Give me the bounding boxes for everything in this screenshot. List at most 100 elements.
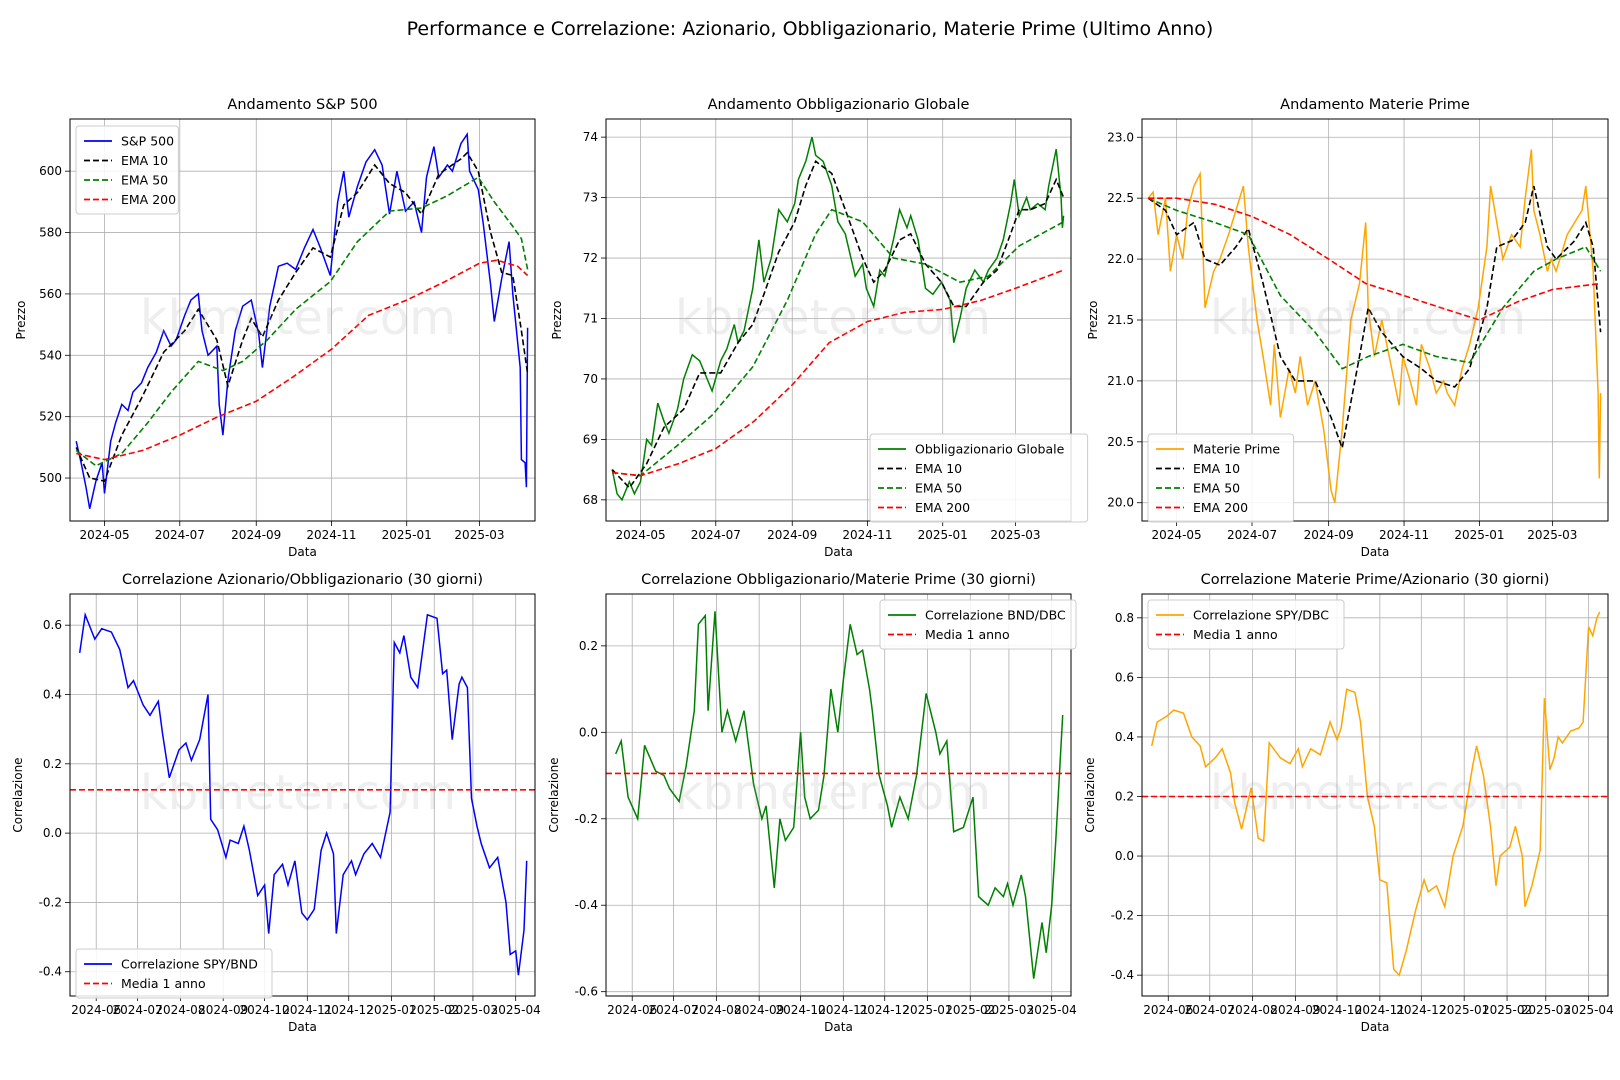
y-tick-label: 540	[39, 348, 62, 362]
y-tick-label: 70	[583, 372, 598, 386]
x-tick-label: 2024-08	[155, 1003, 205, 1017]
legend-label: EMA 10	[915, 461, 962, 476]
legend-label: EMA 200	[121, 192, 176, 207]
y-tick-label: 22.0	[1107, 252, 1134, 266]
legend-box	[879, 599, 1077, 650]
x-tick-label: 2025-04	[1027, 1003, 1077, 1017]
x-tick-label: 2024-11	[1355, 1003, 1405, 1017]
y-tick-label: 21.5	[1107, 313, 1134, 327]
y-tick-label: 20.5	[1107, 435, 1134, 449]
series-line	[1147, 185, 1602, 451]
y-tick-label: 22.5	[1107, 191, 1134, 205]
legend-label: EMA 50	[1193, 481, 1240, 496]
x-tick-label: 2025-04	[491, 1003, 541, 1017]
x-axis-label: Data	[824, 1020, 853, 1034]
y-tick-label: 0.6	[43, 618, 62, 632]
y-tick-label: 580	[39, 226, 62, 240]
legend-label: EMA 50	[121, 173, 168, 188]
legend-label: EMA 200	[1193, 500, 1248, 515]
y-tick-label: 520	[39, 410, 62, 424]
x-tick-label: 2025-02	[945, 1003, 995, 1017]
x-axis-label: Data	[824, 545, 853, 559]
axes-frame	[1141, 593, 1609, 997]
figure-title: Performance e Correlazione: Azionario, O…	[406, 18, 1214, 40]
chart-panel-1: 2024-05 2024-07 2024-09 2024-11 2025-01 2025-…	[14, 97, 536, 559]
y-axis-label: Correlazione	[547, 757, 561, 832]
chart-title: Andamento Materie Prime	[1280, 97, 1470, 113]
y-axis-label: Prezzo	[550, 300, 564, 339]
chart-title: Correlazione Azionario/Obbligazionario (…	[122, 572, 483, 588]
y-tick-label: 0.6	[1115, 670, 1134, 684]
series-line	[611, 160, 1065, 490]
chart-panel-5: 2024-062024-072024-082024-092024-102024-…	[547, 572, 1077, 1034]
x-tick-label: 2024-11	[842, 528, 892, 542]
x-tick-label: 2024-11	[818, 1003, 868, 1017]
y-tick-label: 21.0	[1107, 374, 1134, 388]
y-tick-label: -0.2	[39, 895, 62, 909]
series-line	[615, 611, 1064, 979]
x-tick-label: 2025-03	[1527, 528, 1577, 542]
series-line	[78, 611, 528, 976]
y-tick-label: 0.4	[43, 688, 62, 702]
series-line	[612, 269, 1064, 477]
x-axis-label: Data	[288, 545, 317, 559]
x-tick-label: 2024-10	[775, 1003, 825, 1017]
legend-box	[75, 948, 273, 999]
y-tick-label: 560	[39, 287, 62, 301]
y-axis-label: Correlazione	[11, 757, 25, 832]
legend-label: Media 1 anno	[925, 627, 1010, 642]
x-tick-label: 2025-03	[1521, 1003, 1571, 1017]
y-tick-label: 500	[39, 471, 62, 485]
y-tick-label: 71	[583, 311, 598, 325]
x-tick-label: 2025-01	[902, 1003, 952, 1017]
y-tick-label: 68	[583, 493, 598, 507]
x-tick-label: 2025-02	[409, 1003, 459, 1017]
x-tick-label: 2024-11	[1379, 528, 1429, 542]
y-tick-label: -0.6	[575, 985, 598, 999]
y-axis-label: Correlazione	[1083, 757, 1097, 832]
chart-title: Andamento S&P 500	[227, 97, 377, 113]
y-axis-label: Prezzo	[14, 300, 28, 339]
x-tick-label: 2025-01	[918, 528, 968, 542]
legend-label: EMA 50	[915, 481, 962, 496]
series-line	[1147, 197, 1602, 370]
legend-label: Obbligazionario Globale	[915, 442, 1065, 457]
series-line	[75, 132, 529, 509]
y-tick-label: 0.0	[579, 725, 598, 739]
x-tick-label: 2024-07	[155, 528, 205, 542]
axes-frame	[69, 118, 536, 522]
x-tick-label: 2025-02	[1482, 1003, 1532, 1017]
y-tick-label: 0.2	[579, 639, 598, 653]
x-tick-label: 2024-10	[239, 1003, 289, 1017]
x-tick-label: 2024-05	[79, 528, 129, 542]
x-tick-label: 2024-09	[1304, 528, 1354, 542]
x-tick-label: 2024-06	[1143, 1003, 1193, 1017]
axes-frame	[605, 118, 1072, 522]
series-line	[612, 208, 1064, 477]
series-line	[1148, 197, 1601, 321]
y-tick-label: 69	[583, 432, 598, 446]
legend-label: Media 1 anno	[121, 976, 206, 991]
y-tick-label: 74	[583, 130, 598, 144]
series-line	[1150, 611, 1601, 977]
x-tick-label: 2024-09	[767, 528, 817, 542]
series-line	[75, 176, 529, 467]
x-tick-label: 2024-07	[649, 1003, 699, 1017]
y-tick-label: 0.2	[43, 757, 62, 771]
legend: Obbligazionario Globale EMA 10 EMA 50 EMA 2…	[869, 433, 1089, 523]
y-tick-label: -0.4	[575, 898, 598, 912]
y-tick-label: 23.0	[1107, 130, 1134, 144]
x-tick-label: 2025-01	[1439, 1003, 1489, 1017]
x-tick-label: 2024-06	[71, 1003, 121, 1017]
chart-title: Correlazione Obbligazionario/Materie Pri…	[641, 572, 1036, 588]
x-tick-label: 2024-07	[691, 528, 741, 542]
x-tick-label: 2024-10	[1312, 1003, 1362, 1017]
chart-panel-3: 2024-05 2024-07 2024-09 2024-11 2025-01 2025-…	[1086, 97, 1609, 559]
y-tick-label: 0.8	[1115, 611, 1134, 625]
x-tick-label: 2024-08	[691, 1003, 741, 1017]
x-tick-label: 2024-11	[282, 1003, 332, 1017]
legend-box	[1147, 599, 1345, 650]
chart-title: Correlazione Materie Prime/Azionario (30…	[1201, 572, 1550, 588]
x-tick-label: 2025-03	[448, 1003, 498, 1017]
y-tick-label: 0.2	[1115, 789, 1134, 803]
